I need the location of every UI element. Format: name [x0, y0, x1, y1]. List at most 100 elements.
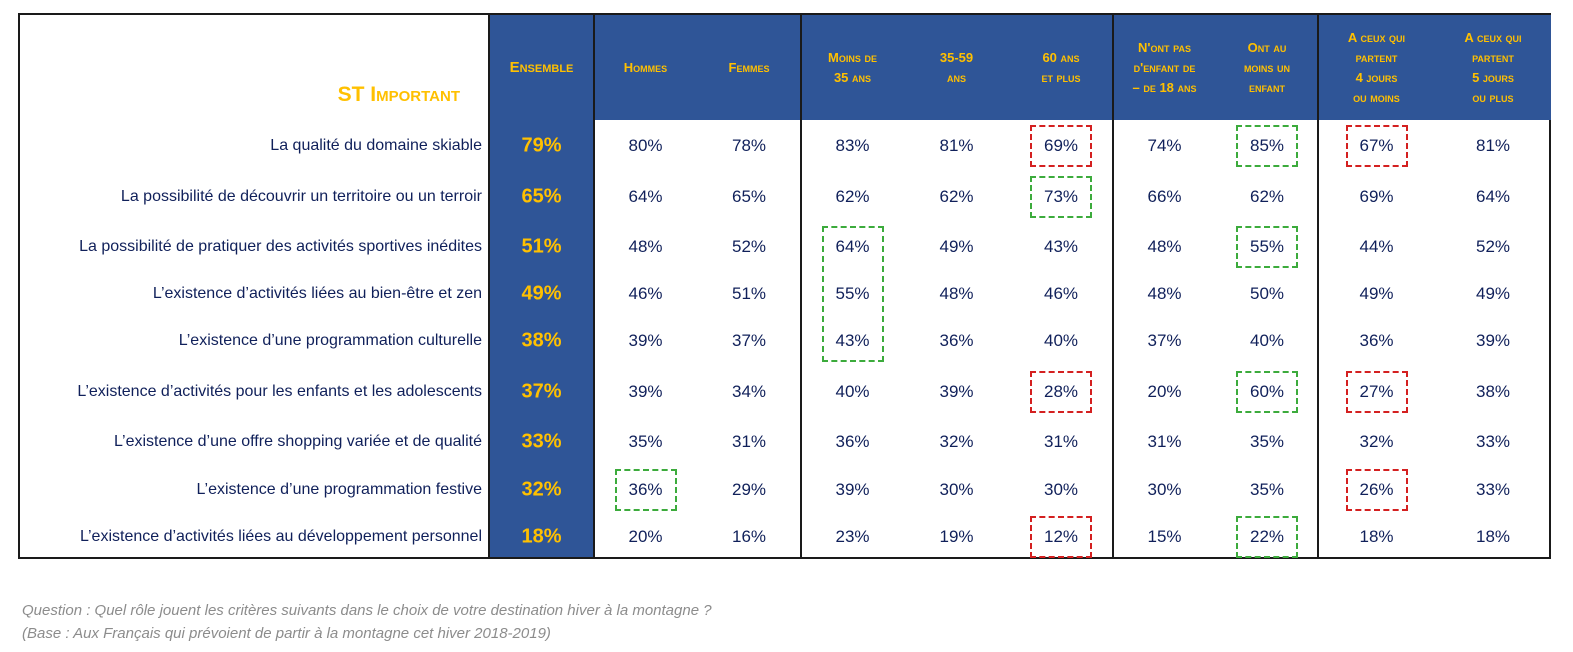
table-cell: 43%	[835, 331, 870, 350]
table-cell: 36%	[1359, 331, 1394, 350]
table-cell: 39%	[939, 382, 974, 401]
table-cell: 29%	[731, 480, 767, 499]
header-band	[489, 15, 1551, 120]
table-cell: 37%	[731, 331, 767, 350]
highlight-below-box	[1345, 125, 1408, 167]
table-cell: 44%	[1359, 237, 1394, 256]
table-cell: 31%	[731, 432, 767, 451]
table-cell: 49%	[939, 237, 974, 256]
table-cell: 40%	[1043, 331, 1079, 350]
table-cell: 64%	[628, 187, 663, 206]
table-cell: 36%	[628, 480, 663, 499]
highlight-above-box	[1236, 516, 1298, 558]
column-header: Ont au moins un enfant	[1243, 39, 1291, 95]
column-divider	[488, 15, 490, 557]
table-cell: 46%	[628, 284, 663, 303]
table-cell: 31%	[1147, 432, 1182, 451]
table-cell: 73%	[1043, 187, 1079, 206]
table-cell: 50%	[1249, 284, 1285, 303]
table-cell: 39%	[628, 331, 663, 350]
base-footnote: (Base : Aux Français qui prévoient de pa…	[22, 625, 551, 642]
column-divider	[1317, 15, 1319, 557]
column-divider	[593, 15, 595, 557]
table-cell: 40%	[835, 382, 870, 401]
table-cell: 65%	[731, 187, 767, 206]
table-cell: 32%	[1359, 432, 1394, 451]
row-label: L’existence d’une programmation culturel…	[178, 332, 482, 349]
ensemble-value: 18%	[521, 525, 562, 548]
column-header: 60 ans et plus	[1041, 49, 1081, 85]
table-cell: 81%	[1475, 136, 1511, 155]
table-cell: 64%	[1475, 187, 1511, 206]
table-cell: 46%	[1043, 284, 1079, 303]
table-cell: 12%	[1043, 527, 1079, 546]
table-cell: 48%	[1147, 284, 1182, 303]
highlight-above-box	[1236, 371, 1298, 413]
column-header: 35-59 ans	[939, 49, 974, 85]
column-header: A ceux qui partent 4 jours ou moins	[1347, 29, 1406, 105]
table-cell: 52%	[1475, 237, 1511, 256]
table-cell: 62%	[1249, 187, 1285, 206]
table-cell: 35%	[1249, 480, 1285, 499]
table-cell: 30%	[1043, 480, 1079, 499]
row-label: La possibilité de découvrir un territoir…	[120, 188, 482, 205]
table-cell: 33%	[1475, 480, 1511, 499]
table-cell: 32%	[939, 432, 974, 451]
row-label: L’existence d’activités liées au dévelop…	[79, 528, 482, 545]
column-header: Moins de 35 ans	[828, 49, 877, 85]
column-divider	[800, 15, 802, 557]
table-cell: 22%	[1249, 527, 1285, 546]
highlight-above-box	[1236, 226, 1298, 268]
table-cell: 36%	[939, 331, 974, 350]
table-cell: 27%	[1359, 382, 1394, 401]
table-cell: 55%	[1249, 237, 1285, 256]
ensemble-value: 33%	[521, 430, 562, 453]
table-cell: 20%	[628, 527, 663, 546]
table-cell: 49%	[1359, 284, 1394, 303]
highlight-above-box	[1030, 176, 1092, 218]
table-cell: 48%	[628, 237, 663, 256]
table-cell: 39%	[835, 480, 870, 499]
ensemble-value: 37%	[521, 380, 562, 403]
table-cell: 64%	[835, 237, 870, 256]
column-header: A ceux qui partent 5 jours ou plus	[1464, 29, 1522, 105]
table-cell: 74%	[1147, 136, 1182, 155]
column-divider	[1112, 15, 1114, 557]
column-header: N'ont pas d'enfant de – de 18 ans	[1132, 39, 1197, 95]
ensemble-column-band	[489, 15, 594, 557]
table-cell: 30%	[939, 480, 974, 499]
table-cell: 48%	[1147, 237, 1182, 256]
table-cell: 30%	[1147, 480, 1182, 499]
table-cell: 83%	[835, 136, 870, 155]
table-cell: 33%	[1475, 432, 1511, 451]
column-header: Ensemble	[509, 58, 574, 76]
ensemble-value: 49%	[521, 282, 562, 305]
table-cell: 38%	[1475, 382, 1511, 401]
ensemble-value: 79%	[521, 134, 562, 157]
table-cell: 60%	[1249, 382, 1285, 401]
table-cell: 39%	[1475, 331, 1511, 350]
row-label: L’existence d’une programmation festive	[196, 481, 483, 498]
row-label: L’existence d’une offre shopping variée …	[114, 433, 482, 450]
table-cell: 15%	[1147, 527, 1182, 546]
table-cell: 18%	[1475, 527, 1511, 546]
row-label: La possibilité de pratiquer des activité…	[79, 238, 482, 255]
highlight-below-box	[1030, 125, 1092, 167]
table-cell: 26%	[1359, 480, 1394, 499]
table-cell: 85%	[1249, 136, 1285, 155]
table-cell: 20%	[1147, 382, 1182, 401]
highlight-above-box	[821, 226, 884, 362]
table-cell: 52%	[731, 237, 767, 256]
table-cell: 69%	[1043, 136, 1079, 155]
table-cell: 67%	[1359, 136, 1394, 155]
highlight-below-box	[1345, 469, 1408, 511]
column-header: Hommes	[623, 59, 668, 75]
ensemble-value: 38%	[521, 329, 562, 352]
highlight-above-box	[614, 469, 677, 511]
table-cell: 48%	[939, 284, 974, 303]
table-cell: 16%	[731, 527, 767, 546]
results-table: ST Important Ensemble Hommes Femmes Moins d…	[18, 13, 1551, 559]
table-title: ST Important	[337, 83, 460, 106]
table-cell: 28%	[1043, 382, 1079, 401]
table-cell: 80%	[628, 136, 663, 155]
